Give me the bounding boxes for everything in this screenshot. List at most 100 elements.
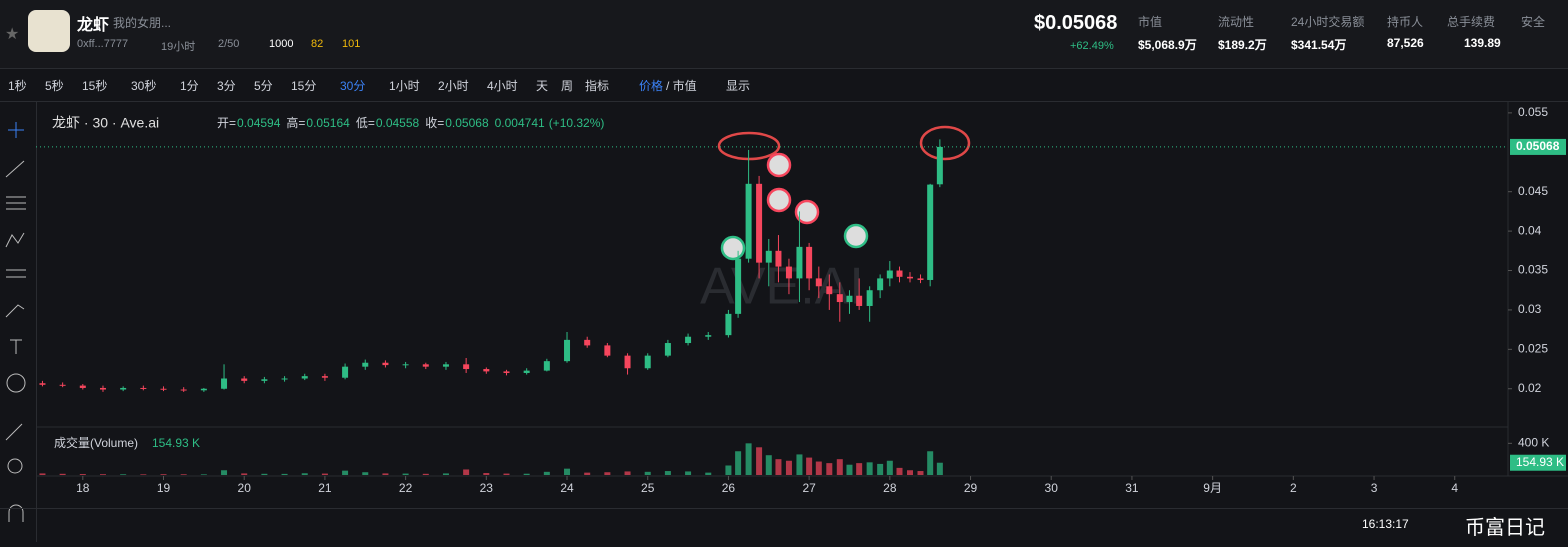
candle-body <box>735 258 742 314</box>
volume-bar <box>815 461 822 475</box>
candle-body <box>281 378 288 380</box>
token-icon <box>28 10 70 52</box>
volume-bar <box>523 473 530 475</box>
volume-bar <box>39 473 46 475</box>
volume-bar <box>877 463 884 475</box>
interval-button[interactable]: 1小时 <box>389 79 420 93</box>
volume-bar <box>896 467 903 475</box>
x-tick-label: 22 <box>399 481 413 495</box>
x-tick-label: 4 <box>1451 481 1458 495</box>
candle-body <box>402 364 409 366</box>
volume-bar <box>836 459 843 475</box>
interval-button[interactable]: 1秒 <box>8 79 27 93</box>
candle-body <box>836 294 843 303</box>
volume-bar <box>927 451 934 475</box>
x-tick-label: 31 <box>1125 481 1139 495</box>
age: 19小时 <box>161 41 196 53</box>
candle-body <box>483 369 490 372</box>
star[interactable]: ★ <box>5 26 20 43</box>
candle-body <box>846 295 853 303</box>
legend-label: 低= <box>356 116 375 130</box>
volume-bar <box>79 474 86 475</box>
y-tick-label: 0.055 <box>1518 105 1548 119</box>
volume-bar <box>402 473 409 475</box>
candle-body <box>241 378 248 381</box>
display-menu[interactable]: 显示 <box>726 79 751 93</box>
candle-body <box>584 339 591 346</box>
footer: 16:13:17 币富日记 <box>0 508 1568 547</box>
volume-bar <box>765 455 772 475</box>
y-tick-label: 0.03 <box>1518 302 1542 316</box>
watermark: AVE.AI <box>700 258 864 316</box>
candle-body <box>826 286 833 295</box>
candle-body <box>604 345 611 356</box>
candle-body <box>200 388 207 391</box>
candle-body <box>342 366 349 378</box>
candle-body <box>756 183 763 263</box>
volume-bar <box>221 470 228 475</box>
legend-value: 0.04594 <box>237 116 281 130</box>
interval-button[interactable]: 4小时 <box>487 79 518 93</box>
volume-bar <box>705 472 712 475</box>
address[interactable]: 0xff...7777 <box>77 38 129 50</box>
candle-body <box>815 278 822 287</box>
volume-bar <box>59 473 66 475</box>
indicator-button[interactable]: 指标 <box>585 79 610 93</box>
candle-body <box>856 295 863 306</box>
volume-bar <box>241 473 248 475</box>
candle-body <box>221 378 228 389</box>
interval-button[interactable]: 30分 <box>340 79 366 93</box>
candle-body <box>927 184 934 280</box>
volume-bar <box>826 463 833 475</box>
badge: 82 <box>311 38 324 50</box>
volume-bar <box>685 471 692 475</box>
candle-body <box>685 336 692 344</box>
volume-bar <box>321 473 328 475</box>
volume-tag <box>1510 454 1566 471</box>
candle-body <box>59 384 66 386</box>
price-toggle[interactable]: 价格 <box>639 79 664 93</box>
legend-change: 0.004741 <box>495 116 545 130</box>
candle-body <box>936 146 943 185</box>
interval-button[interactable]: 15秒 <box>82 79 108 93</box>
volume-title: 成交量(Volume) <box>54 435 138 450</box>
x-tick-label: 30 <box>1045 481 1059 495</box>
candle-body <box>886 270 893 279</box>
candle-body <box>705 335 712 337</box>
interval-button[interactable]: 3分 <box>217 79 236 93</box>
candle-body <box>664 343 671 356</box>
interval-button[interactable]: 5秒 <box>45 79 64 93</box>
candle-body <box>301 376 308 379</box>
stat-label: 持币人 <box>1387 15 1424 29</box>
interval-button[interactable]: 周 <box>561 79 574 93</box>
avatars <box>720 152 869 261</box>
interval-button[interactable]: 30秒 <box>131 79 157 93</box>
interval-button[interactable]: 15分 <box>291 79 317 93</box>
interval-button[interactable]: 天 <box>536 79 549 93</box>
volume-bar <box>301 473 308 475</box>
volume-bar <box>806 457 813 475</box>
v-tick-label: 400 K <box>1518 436 1549 450</box>
candle-body <box>160 388 167 390</box>
volume-bar <box>442 473 449 475</box>
interval-button[interactable]: 2小时 <box>438 79 469 93</box>
candle-body <box>321 376 328 378</box>
interval-button[interactable]: 5分 <box>254 79 273 93</box>
token-subtitle: 我的女朋... <box>113 16 172 30</box>
volume-bar <box>422 473 429 475</box>
candle-body <box>866 290 873 306</box>
volume-bar <box>856 463 863 475</box>
volume-bar <box>503 473 510 475</box>
toolbar: 1秒 5秒 15秒 30秒 1分 3分 5分 15分 30分 1小时 2小时 4小时 天周指标 价格 / 市… <box>0 69 1568 102</box>
x-tick-label: 21 <box>318 481 332 495</box>
mcap-toggle[interactable]: / 市值 <box>666 79 697 93</box>
volume-bar <box>261 473 268 475</box>
volume-bar <box>584 472 591 475</box>
candle-body <box>382 362 389 366</box>
slots: 2/50 <box>218 38 240 50</box>
candle-body <box>745 183 752 259</box>
legend-label: 高= <box>286 115 305 130</box>
interval-button[interactable]: 1分 <box>180 79 199 93</box>
volume-bar <box>180 474 187 475</box>
